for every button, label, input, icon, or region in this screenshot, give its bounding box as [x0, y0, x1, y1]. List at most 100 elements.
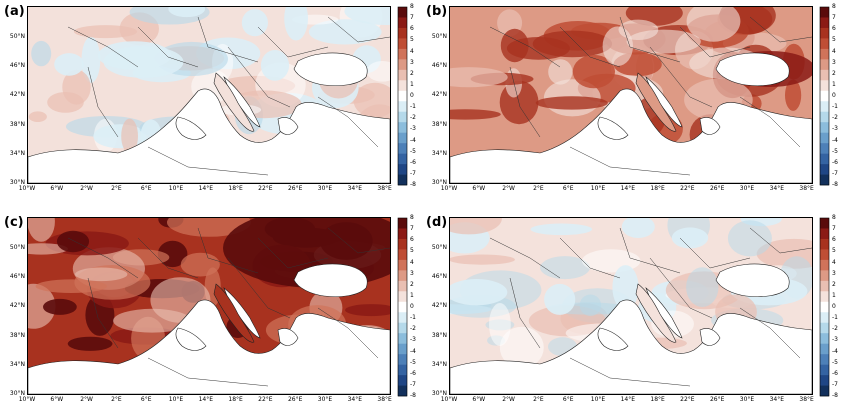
- anomaly-patch: [62, 69, 91, 105]
- anomaly-field: [450, 7, 812, 183]
- anomaly-patch: [686, 7, 741, 42]
- longitude-label: 38°E: [799, 396, 814, 403]
- latitude-label: 30°N: [431, 390, 447, 397]
- country-border: [509, 277, 541, 349]
- colorbar-segment: [398, 111, 407, 123]
- colorbar-tick-label: 8: [832, 3, 836, 10]
- colorbar-segment: [820, 27, 829, 39]
- colorbar-segment: [398, 218, 407, 229]
- colorbar-segment: [398, 312, 407, 324]
- latitude-label: 50°N: [431, 244, 447, 251]
- country-border: [749, 227, 812, 254]
- country-border: [197, 227, 259, 274]
- colorbar-segment: [398, 132, 407, 144]
- country-border: [147, 357, 269, 387]
- longitude-label: 38°E: [377, 185, 392, 192]
- country-border: [227, 257, 291, 319]
- colorbar-segment: [820, 218, 829, 229]
- colorbar-tick-label: -2: [832, 325, 838, 333]
- latitude-label: 50°N: [9, 33, 25, 40]
- anomaly-patch: [572, 54, 615, 89]
- sea-mask: [699, 328, 721, 346]
- colorbar-tick-label: 6: [832, 25, 836, 33]
- colorbar-tick-label: 1: [832, 80, 836, 88]
- longitude-label: 30°E: [739, 396, 755, 403]
- country-border: [257, 26, 329, 58]
- colorbar-outline: [397, 6, 408, 186]
- colorbar-tick-label: -2: [832, 114, 838, 122]
- longitude-label: 14°E: [620, 396, 636, 403]
- colorbar-segment: [820, 291, 829, 303]
- longitude-label: 10°W: [18, 185, 36, 192]
- country-border: [87, 66, 119, 138]
- longitude-label: 6°W: [50, 185, 64, 192]
- colorbar: [819, 217, 830, 397]
- colorbar-tick-label: -3: [410, 336, 416, 344]
- longitude-label: 10°E: [168, 396, 184, 403]
- country-border: [569, 357, 691, 387]
- colorbar-tick-label: -4: [410, 347, 416, 355]
- colorbar-segment: [398, 90, 407, 102]
- anomaly-patch: [612, 265, 639, 310]
- country-border: [257, 237, 329, 269]
- colorbar-tick-label: 3: [410, 269, 414, 277]
- colorbar-tick-label: 7: [832, 14, 836, 22]
- latitude-label: 34°N: [9, 149, 25, 157]
- country-border: [327, 227, 390, 254]
- anomaly-patch: [43, 298, 77, 315]
- colorbar-tick-label: -5: [832, 147, 838, 155]
- latitude-label: 46°N: [431, 273, 447, 281]
- longitude-label: 14°E: [198, 185, 214, 192]
- colorbar-segment: [398, 164, 407, 175]
- colorbar-segment: [820, 375, 829, 386]
- colorbar-tick-label: 1: [832, 291, 836, 299]
- colorbar-tick-label: 6: [832, 236, 836, 244]
- country-border: [489, 237, 561, 279]
- colorbar-segment: [398, 69, 407, 81]
- colorbar-tick-label: 5: [410, 36, 414, 44]
- colorbar-segment: [820, 270, 829, 282]
- map-panel-c: (c) 50°N 46°N 42°N 38°N 34°N 30°N 10°W 6°W 2°W 2°E…: [0, 211, 422, 416]
- longitude-label: 6°W: [50, 396, 64, 403]
- latitude-label: 46°N: [9, 62, 25, 70]
- latitude-label: 42°N: [9, 302, 25, 310]
- colorbar-tick-label: -7: [410, 380, 416, 388]
- longitude-label: 2°W: [80, 396, 93, 403]
- colorbar-segment: [820, 312, 829, 324]
- colorbar-tick-label: 4: [832, 47, 836, 55]
- longitude-label: 2°E: [111, 396, 122, 403]
- colorbar-segment: [398, 38, 407, 50]
- colorbar-tick-label: 8: [410, 214, 414, 221]
- longitude-label: 18°E: [228, 185, 243, 192]
- italy-landmass: [213, 283, 255, 343]
- colorbar-tick-label: -4: [832, 347, 838, 355]
- colorbar-segment: [820, 364, 829, 376]
- sea-mask: [293, 52, 368, 87]
- map-panel-b: (b) 50°N 46°N 42°N 38°N 34°N 30°N 10°W 6°W 2°W 2°E…: [422, 0, 844, 205]
- anomaly-patch: [345, 304, 390, 317]
- longitude-label: 14°E: [198, 396, 214, 403]
- colorbar-tick-label: 8: [832, 214, 836, 221]
- longitude-label: 10°E: [590, 396, 606, 403]
- longitude-label: 6°W: [472, 396, 486, 403]
- map-panel-a: (a) 50°N 46°N 42°N 38°N 34°N 30°N 10°W 6°W 2°W 2°E…: [0, 0, 422, 205]
- colorbar-segment: [398, 143, 407, 154]
- colorbar-segment: [398, 174, 407, 186]
- colorbar-segment: [820, 17, 829, 29]
- colorbar-segment: [398, 228, 407, 240]
- country-border: [679, 237, 751, 269]
- anomaly-patch: [54, 53, 84, 76]
- anomaly-patch: [167, 218, 251, 237]
- italy-landmass: [635, 72, 677, 132]
- colorbar-tick-label: 3: [410, 58, 414, 66]
- colorbar-segment: [820, 333, 829, 344]
- longitude-label: 22°E: [258, 396, 273, 403]
- latitude-label: 34°N: [431, 360, 447, 368]
- colorbar-tick-label: 2: [832, 280, 836, 288]
- country-border: [649, 257, 713, 319]
- map-area: [27, 6, 391, 184]
- colorbar-segment: [398, 354, 407, 365]
- anomaly-patch: [308, 19, 382, 45]
- anomaly-patch: [31, 40, 52, 67]
- country-border: [147, 146, 269, 176]
